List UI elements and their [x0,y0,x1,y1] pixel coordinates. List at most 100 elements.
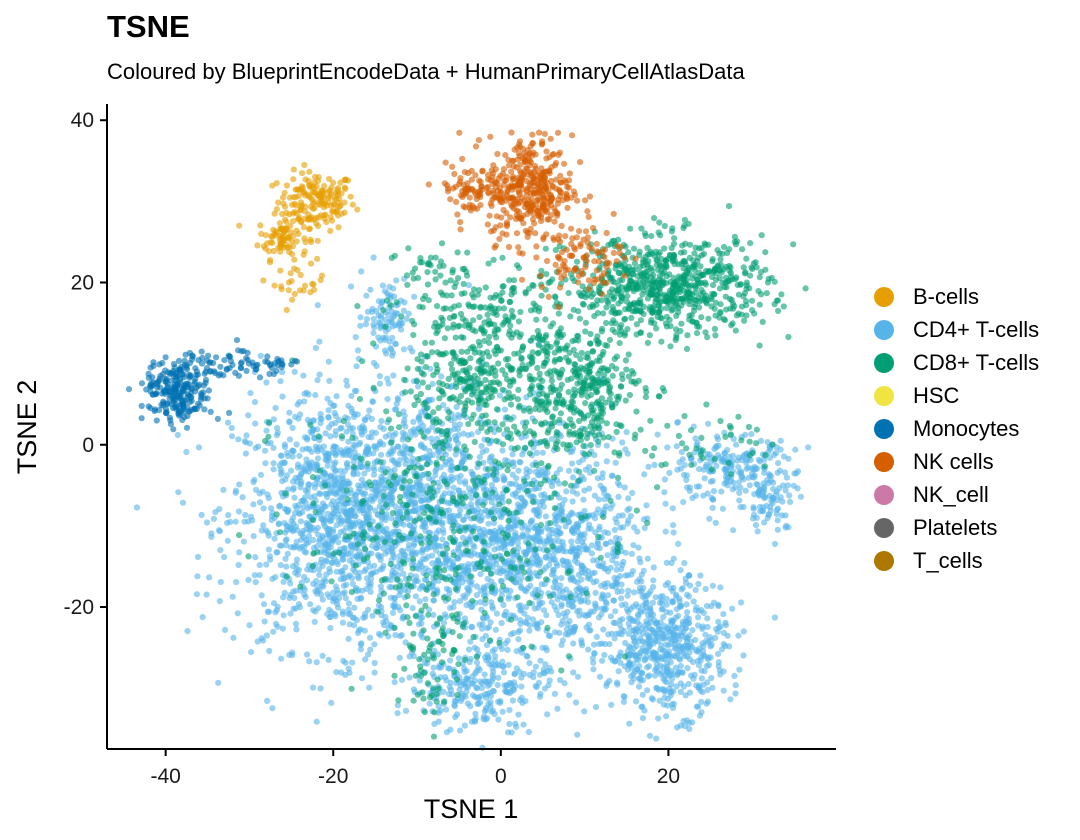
data-point [523,466,530,473]
data-point [294,571,301,578]
data-point [790,241,797,248]
data-point [301,282,309,289]
data-point [282,542,290,549]
data-point [546,561,553,569]
data-point [301,161,308,168]
data-point [771,540,779,548]
data-point [304,651,311,658]
data-point [670,700,678,708]
data-point [646,332,653,339]
data-point [392,569,399,576]
data-point [710,282,717,289]
data-point [277,378,284,385]
data-point [670,529,677,536]
data-point [392,322,399,329]
data-point [506,720,513,728]
data-point [203,519,211,526]
data-point [328,501,335,508]
data-point [630,589,638,596]
data-point [525,728,532,736]
data-point [712,519,719,527]
data-point [377,632,384,639]
data-point [491,646,498,653]
data-point [284,449,291,456]
data-point [575,522,582,529]
data-point [283,182,290,189]
data-point [384,375,391,382]
data-point [338,669,345,676]
data-point [315,214,322,221]
data-point [711,325,719,332]
data-point [307,260,315,267]
data-point [216,506,223,513]
data-point [221,626,229,634]
data-point [298,478,305,486]
data-point [730,527,737,534]
data-point [439,536,446,543]
data-point [340,449,347,456]
data-point [293,561,300,568]
data-point [504,729,512,736]
data-point [327,227,334,234]
data-point [591,452,598,459]
data-point [493,610,500,617]
data-point [270,416,277,423]
data-point [653,735,660,742]
data-point [369,612,376,619]
data-point [290,486,297,493]
data-point [355,575,362,582]
data-point [341,467,348,475]
data-point [388,308,395,315]
data-point [295,601,302,608]
data-point [612,329,619,336]
data-point [314,255,321,262]
data-point [705,315,712,322]
data-point [585,599,592,606]
data-point [763,502,770,509]
data-point [245,576,252,584]
data-point [380,482,388,489]
data-point [251,476,258,483]
data-point [685,680,692,688]
data-point [349,553,356,560]
data-point [733,441,740,448]
data-point [734,238,741,245]
data-point [327,400,334,407]
data-point [297,203,305,211]
data-point [498,619,505,627]
data-point [787,498,794,505]
data-point [515,264,523,271]
data-point [506,706,513,714]
data-point [782,524,789,531]
data-point [380,441,387,448]
data-point [702,585,709,593]
data-point [322,430,329,437]
data-point [310,216,318,223]
data-point [292,620,300,628]
data-point [544,711,551,718]
data-point [661,623,668,630]
data-point [652,667,659,674]
data-point [784,482,792,489]
data-point [291,290,298,298]
data-point [677,662,684,670]
data-point [482,632,489,639]
data-point [291,368,298,375]
data-point [410,426,417,433]
data-point [215,679,222,686]
data-point [376,380,383,387]
data-point [361,425,368,432]
data-point [630,245,638,252]
data-point [195,444,203,451]
data-point [328,184,335,191]
data-point [221,554,228,561]
data-point [603,458,610,465]
data-point [266,647,273,655]
data-point [268,505,275,512]
data-point [518,585,525,592]
data-point [314,524,321,531]
data-point [318,515,325,522]
data-point [335,474,342,481]
data-point [363,292,370,299]
data-point [590,666,597,673]
